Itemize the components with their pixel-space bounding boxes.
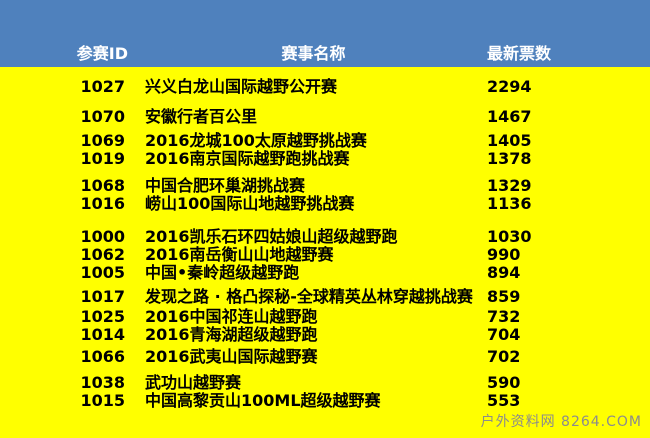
cell-votes: 859 [487, 287, 521, 306]
cell-votes: 1136 [487, 194, 532, 213]
cell-id: 1000 [80, 227, 125, 246]
cell-id: 1070 [80, 107, 125, 126]
table-row: 1000 2016凯乐石环四姑娘山超级越野跑 1030 [0, 228, 650, 246]
cell-id: 1066 [80, 347, 125, 366]
cell-votes: 2294 [487, 77, 532, 96]
cell-id: 1016 [80, 194, 125, 213]
table-body: 1027 兴义白龙山国际越野公开赛 2294 1070 安徽行者百公里 1467 1069 2… [0, 67, 650, 410]
cell-votes: 1030 [487, 227, 532, 246]
cell-id: 1005 [80, 263, 125, 282]
table-row: 1005 中国•秦岭超级越野跑 894 [0, 264, 650, 282]
cell-votes: 702 [487, 347, 521, 366]
cell-name: 发现之路 · 格凸探秘-全球精英丛林穿越挑战赛 [145, 288, 473, 306]
cell-id: 1025 [80, 307, 125, 326]
cell-id: 1069 [80, 131, 125, 150]
table-header-row: 参赛ID 赛事名称 最新票数 [0, 0, 650, 67]
cell-name: 2016中国祁连山越野跑 [145, 308, 318, 326]
table-row: 1017 发现之路 · 格凸探秘-全球精英丛林穿越挑战赛 859 [0, 288, 650, 306]
table-row: 1015 中国高黎贡山100ML超级越野赛 553 [0, 392, 650, 410]
cell-name: 2016凯乐石环四姑娘山超级越野跑 [145, 228, 398, 246]
cell-name: 2016南京国际越野跑挑战赛 [145, 150, 350, 168]
cell-votes: 553 [487, 391, 521, 410]
cell-id: 1038 [80, 373, 125, 392]
cell-id: 1015 [80, 391, 125, 410]
cell-name: 2016南岳衡山山地越野赛 [145, 246, 334, 264]
cell-votes: 894 [487, 263, 521, 282]
cell-name: 2016青海湖超级越野跑 [145, 326, 318, 344]
table-row: 1038 武功山越野赛 590 [0, 374, 650, 392]
cell-id: 1068 [80, 176, 125, 195]
cell-name: 中国合肥环巢湖挑战赛 [145, 177, 306, 195]
cell-name: 崂山100国际山地越野挑战赛 [145, 195, 355, 213]
cell-id: 1027 [80, 77, 125, 96]
table-row: 1068 中国合肥环巢湖挑战赛 1329 [0, 177, 650, 195]
table-row: 1014 2016青海湖超级越野跑 704 [0, 326, 650, 344]
cell-id: 1014 [80, 325, 125, 344]
cell-votes: 590 [487, 373, 521, 392]
cell-votes: 732 [487, 307, 521, 326]
table-row: 1066 2016武夷山国际越野赛 702 [0, 348, 650, 366]
cell-id: 1017 [80, 287, 125, 306]
cell-votes: 1467 [487, 107, 532, 126]
cell-name: 中国•秦岭超级越野跑 [145, 264, 300, 282]
cell-name: 兴义白龙山国际越野公开赛 [145, 78, 338, 96]
table-row: 1069 2016龙城100太原越野挑战赛 1405 [0, 132, 650, 150]
header-latest-votes: 最新票数 [487, 44, 552, 63]
header-participant-id: 参赛ID [76, 44, 128, 63]
table-row: 1062 2016南岳衡山山地越野赛 990 [0, 246, 650, 264]
cell-votes: 704 [487, 325, 521, 344]
header-event-name: 赛事名称 [281, 44, 346, 63]
cell-votes: 1405 [487, 131, 532, 150]
cell-name: 2016龙城100太原越野挑战赛 [145, 132, 367, 150]
table-row: 1027 兴义白龙山国际越野公开赛 2294 [0, 78, 650, 96]
cell-votes: 990 [487, 245, 521, 264]
cell-id: 1062 [80, 245, 125, 264]
watermark-text: 户外资料网 8264.COM [480, 414, 642, 430]
cell-name: 武功山越野赛 [145, 374, 242, 392]
table-row: 1070 安徽行者百公里 1467 [0, 108, 650, 126]
cell-name: 安徽行者百公里 [145, 108, 258, 126]
cell-votes: 1378 [487, 149, 532, 168]
cell-votes: 1329 [487, 176, 532, 195]
table-row: 1019 2016南京国际越野跑挑战赛 1378 [0, 150, 650, 168]
table-row: 1016 崂山100国际山地越野挑战赛 1136 [0, 195, 650, 213]
cell-name: 2016武夷山国际越野赛 [145, 348, 318, 366]
table-row: 1025 2016中国祁连山越野跑 732 [0, 308, 650, 326]
cell-name: 中国高黎贡山100ML超级越野赛 [145, 392, 381, 410]
cell-id: 1019 [80, 149, 125, 168]
